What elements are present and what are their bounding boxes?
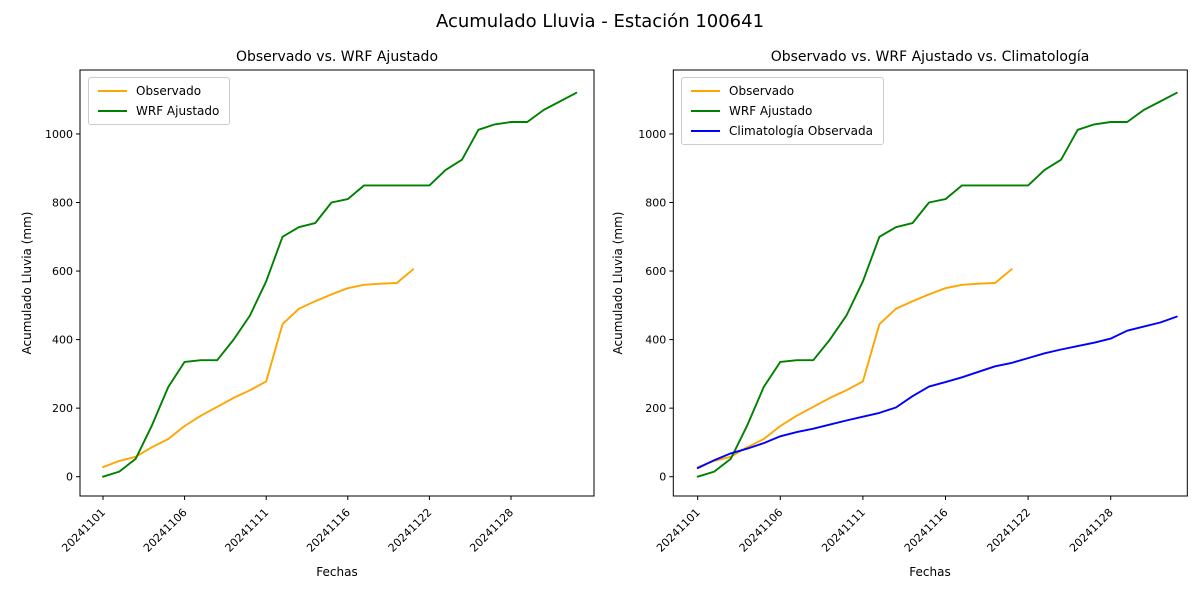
x-tick-label: 20241111	[819, 506, 868, 555]
x-tick-label: 20241106	[141, 506, 190, 555]
legend-label: WRF Ajustado	[136, 104, 220, 118]
climatologia-line-swatch	[691, 130, 720, 132]
legend-label: Climatología Observada	[729, 124, 873, 138]
series-line-observado	[102, 268, 415, 469]
y-tick-label: 0	[66, 471, 73, 484]
y-tick-label: 0	[659, 471, 666, 484]
x-tick-label: 20241106	[737, 506, 786, 555]
y-tick-label: 600	[645, 265, 666, 278]
right-x-axis-label: Fechas	[909, 565, 951, 579]
y-tick-label: 1000	[45, 128, 73, 141]
legend-label: WRF Ajustado	[729, 104, 813, 118]
x-tick-label: 20241101	[59, 506, 108, 555]
legend-item: Observado	[98, 84, 219, 98]
x-tick-label: 20241111	[223, 506, 272, 555]
legend-item: WRF Ajustado	[691, 104, 873, 118]
y-tick-label: 200	[645, 402, 666, 415]
x-tick-label: 20241116	[902, 506, 951, 555]
series-line-observado	[696, 268, 1013, 469]
legend-label: Observado	[136, 84, 202, 98]
left-x-axis-label: Fechas	[316, 565, 358, 579]
right-plot-title: Observado vs. WRF Ajustado vs. Climatolo…	[770, 49, 1090, 65]
y-tick-label: 400	[52, 334, 73, 347]
observado-line-swatch	[691, 90, 720, 92]
left-plot-legend: Observado WRF Ajustado	[88, 77, 231, 125]
legend-item: Observado	[691, 84, 873, 98]
axes-frame	[79, 69, 595, 497]
x-tick-label: 20241128	[467, 506, 516, 555]
series-line-wrf-ajustado	[102, 91, 578, 478]
x-tick-label: 20241128	[1067, 506, 1116, 555]
series-line-climatología-observada	[696, 315, 1178, 470]
y-tick-label: 800	[645, 197, 666, 210]
x-tick-label: 20241122	[386, 506, 435, 555]
axes-frame	[672, 69, 1188, 497]
y-tick-label: 400	[645, 334, 666, 347]
left-plot-title: Observado vs. WRF Ajustado	[235, 49, 439, 65]
y-tick-label: 600	[52, 265, 73, 278]
wrf-line-swatch	[98, 110, 127, 112]
x-tick-label: 20241101	[654, 506, 703, 555]
legend-item: Climatología Observada	[691, 124, 873, 138]
legend-label: Observado	[729, 84, 795, 98]
right-plot-legend: Observado WRF Ajustado Climatología Obse…	[681, 77, 884, 145]
left-y-axis-label: Acumulado Lluvia (mm)	[20, 211, 34, 355]
y-tick-label: 800	[52, 197, 73, 210]
observado-line-swatch	[98, 90, 127, 92]
figure-title: Acumulado Lluvia - Estación 100641	[435, 11, 765, 32]
x-tick-label: 20241116	[304, 506, 353, 555]
x-tick-label: 20241122	[984, 506, 1033, 555]
legend-item: WRF Ajustado	[98, 104, 219, 118]
y-tick-label: 200	[52, 402, 73, 415]
wrf-line-swatch	[691, 110, 720, 112]
y-tick-label: 1000	[638, 128, 666, 141]
right-y-axis-label: Acumulado Lluvia (mm)	[611, 211, 625, 355]
series-line-wrf-ajustado	[696, 91, 1178, 478]
